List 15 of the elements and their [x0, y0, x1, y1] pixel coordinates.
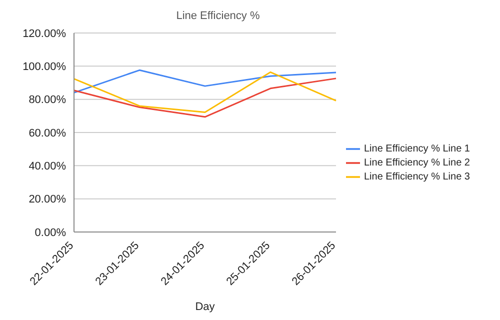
y-tick-label: 60.00% [28, 127, 66, 140]
x-axis-title: Day [195, 301, 216, 313]
legend-label: Line Efficiency % Line 3 [364, 172, 470, 183]
y-tick-label: 20.00% [28, 194, 66, 206]
y-tick-label: 120.00% [22, 28, 66, 40]
y-tick-label: 80.00% [28, 94, 66, 106]
legend-label: Line Efficiency % Line 2 [364, 158, 470, 169]
y-tick-label: 40.00% [28, 160, 66, 173]
line-series [73, 78, 337, 118]
legend-label: Line Efficiency % Line 1 [364, 144, 470, 155]
line-series [73, 71, 337, 114]
chart-title: Line Efficiency % [175, 10, 261, 22]
y-tick-label: 0.00% [34, 226, 66, 239]
y-tick-label: 100.00% [22, 61, 66, 74]
line-series [73, 69, 337, 94]
